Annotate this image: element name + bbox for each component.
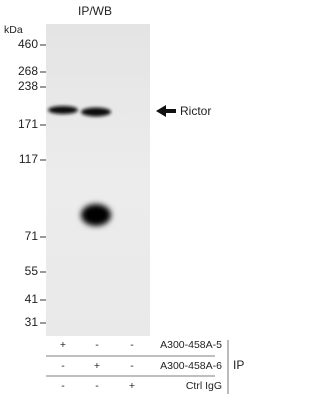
band: [81, 204, 111, 226]
lane-sign: -: [130, 339, 134, 351]
marker-label: 117: [19, 152, 38, 166]
marker-label: 31: [25, 315, 39, 329]
marker-label: 268: [18, 64, 38, 78]
marker-label: 460: [18, 37, 38, 51]
row-label: A300-458A-5: [160, 339, 222, 351]
lane-table: IP + - - A300-458A-5 - + - A300-458A-6 - - + Ctrl I…: [46, 339, 244, 394]
marker-label: 171: [18, 117, 38, 131]
lane-sign: +: [94, 360, 100, 372]
lane-sign: +: [60, 339, 66, 351]
band: [81, 107, 111, 117]
marker-label: 71: [25, 229, 39, 243]
figure-title: IP/WB: [78, 4, 112, 18]
lane-sign: -: [95, 339, 99, 351]
arrow: [156, 105, 176, 117]
marker-label: 55: [25, 264, 39, 278]
marker-label: 238: [18, 79, 38, 93]
lane-sign: -: [130, 360, 134, 372]
lane-sign: -: [95, 380, 99, 392]
row-label: Ctrl IgG: [186, 380, 222, 392]
marker-label: 41: [25, 292, 39, 306]
lane-sign: -: [61, 380, 65, 392]
group-label: IP: [233, 358, 244, 372]
lane-sign: -: [61, 360, 65, 372]
unit-label: kDa: [4, 24, 23, 36]
blot-membrane: [46, 24, 150, 336]
row-label: A300-458A-6: [160, 360, 222, 372]
lane-sign: +: [129, 380, 135, 392]
target-label: Rictor: [180, 104, 211, 118]
band: [48, 106, 78, 114]
